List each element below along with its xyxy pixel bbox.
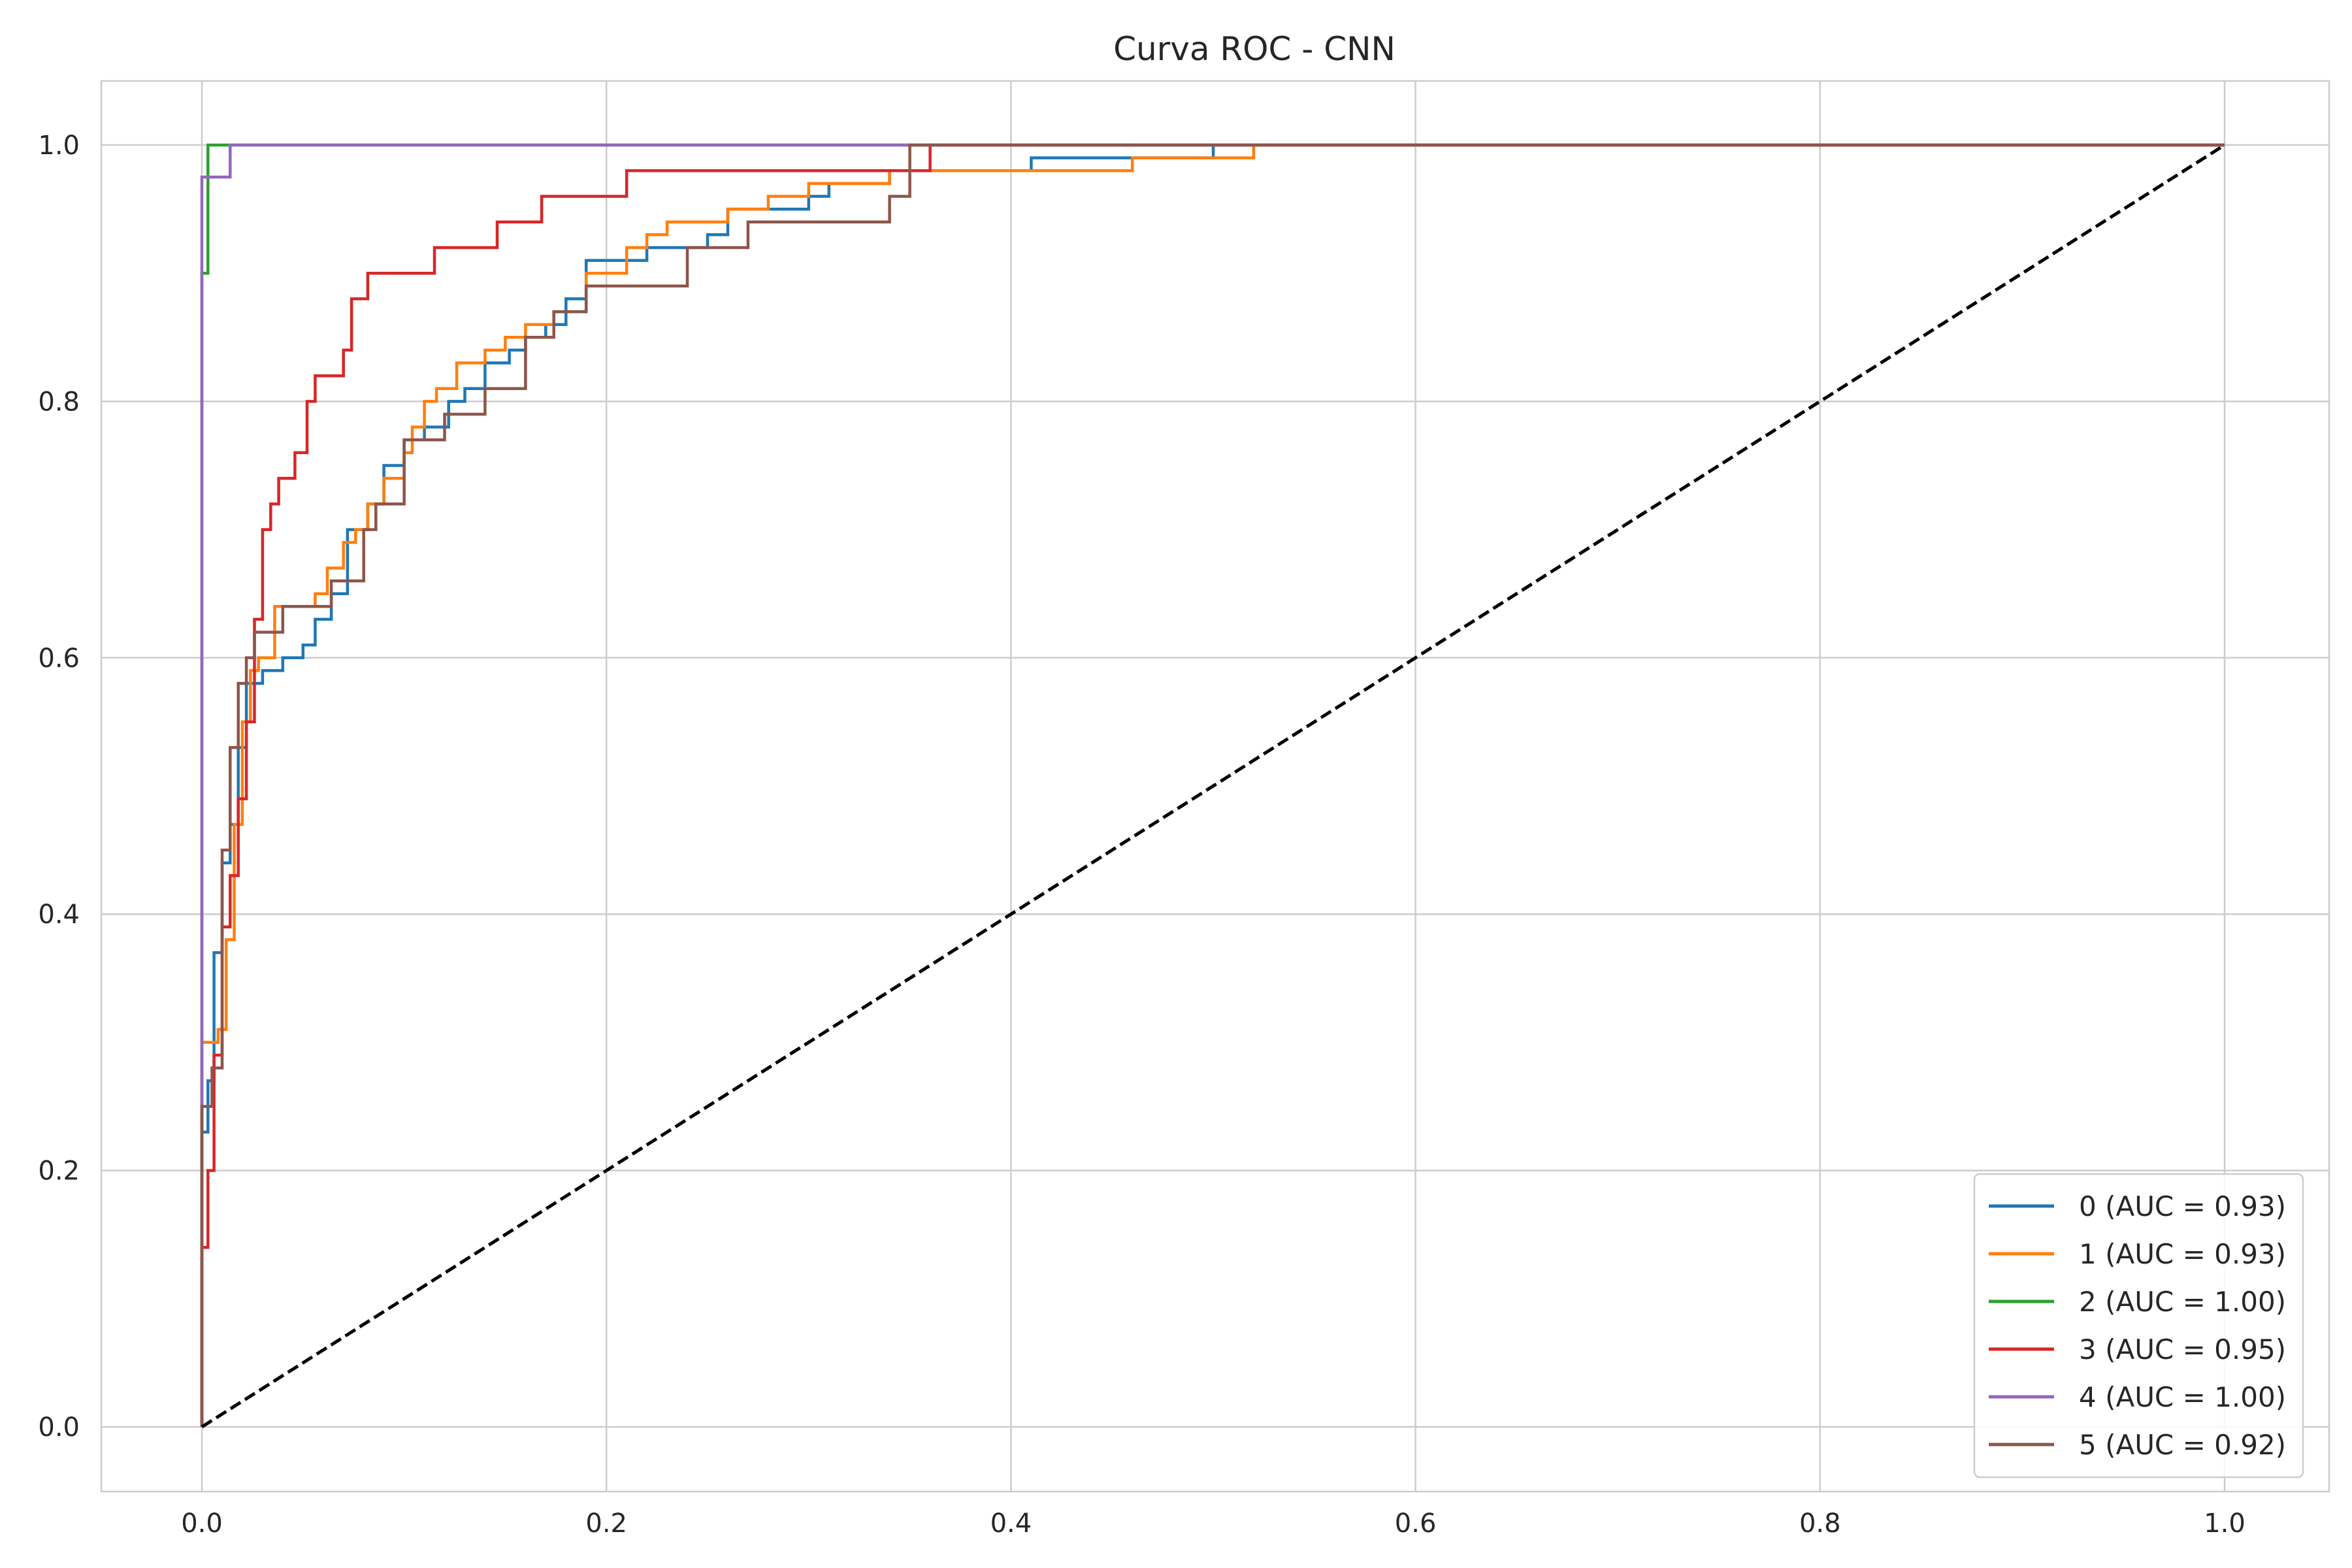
- roc-curve-5: [200, 143, 2225, 1427]
- legend-label: 3 (AUC = 0.95): [2079, 1333, 2286, 1365]
- y-axis-tick-labels: 0.0 0.2 0.4 0.6 0.8 1.0: [38, 131, 80, 1443]
- legend-label: 5 (AUC = 0.92): [2079, 1429, 2286, 1461]
- y-tick-label: 0.2: [38, 1156, 80, 1186]
- legend-box: [1973, 1173, 2304, 1478]
- legend-label: 0 (AUC = 0.93): [2079, 1190, 2286, 1222]
- legend-label: 2 (AUC = 1.00): [2079, 1286, 2286, 1318]
- x-axis-tick-labels: 0.0 0.2 0.4 0.6 0.8 1.0: [181, 1509, 2246, 1539]
- legend-label: 4 (AUC = 1.00): [2079, 1381, 2286, 1413]
- legend-label: 1 (AUC = 0.93): [2079, 1238, 2286, 1270]
- roc-curve-3: [200, 143, 2225, 1427]
- y-tick-label: 0.8: [38, 387, 80, 417]
- x-tick-label: 0.4: [990, 1509, 1032, 1539]
- x-tick-label: 0.2: [585, 1509, 627, 1539]
- y-tick-label: 1.0: [38, 131, 80, 161]
- x-tick-label: 0.0: [181, 1509, 223, 1539]
- chance-diagonal-line: [201, 143, 2226, 1429]
- x-tick-label: 0.6: [1395, 1509, 1437, 1539]
- y-tick-label: 0.0: [38, 1413, 80, 1443]
- chart-title: Curva ROC - CNN: [1113, 30, 1396, 68]
- y-tick-label: 0.4: [38, 900, 80, 930]
- legend: 0 (AUC = 0.93) 1 (AUC = 0.93) 2 (AUC = 1.0…: [1973, 1173, 2304, 1478]
- roc-curve-4: [200, 143, 2225, 1427]
- y-tick-label: 0.6: [38, 644, 80, 674]
- x-tick-label: 0.8: [1799, 1509, 1841, 1539]
- x-tick-label: 1.0: [2204, 1509, 2246, 1539]
- roc-curves: [200, 143, 2226, 1429]
